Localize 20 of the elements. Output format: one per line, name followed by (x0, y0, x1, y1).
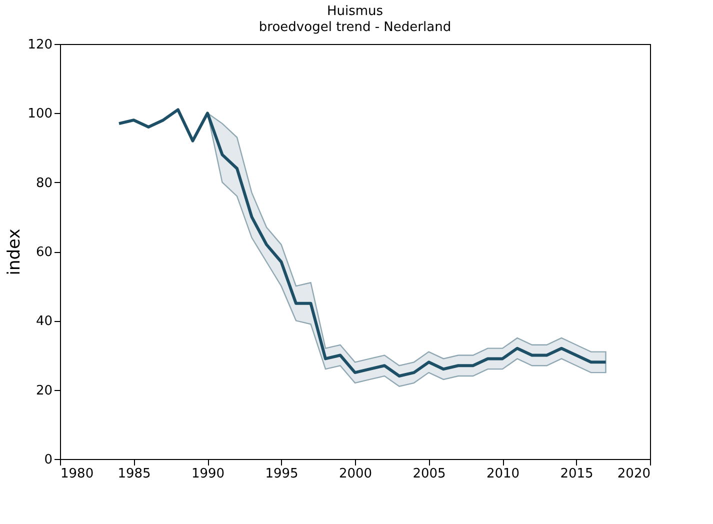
x-tick-label: 2000 (338, 466, 372, 482)
x-tick-label: 2020 (617, 466, 650, 482)
x-tick-label: 1980 (60, 466, 94, 482)
y-tick-label: 80 (36, 176, 52, 191)
line-series (118, 108, 608, 378)
x-tick-label: 2005 (412, 466, 446, 482)
x-tick-label: 1995 (265, 466, 298, 482)
chart-subtitle: broedvogel trend - Nederland (258, 20, 452, 35)
y-tick-label: 40 (36, 314, 52, 330)
x-tick-label: 1985 (118, 466, 151, 482)
y-tick-label: 100 (28, 106, 52, 122)
y-tick-label: 120 (28, 38, 52, 52)
y-tick-label: 0 (44, 452, 52, 468)
y-axis-title: index (4, 228, 25, 276)
y-tick-label: 60 (36, 245, 52, 260)
x-tick-label: 2010 (486, 466, 520, 482)
x-tick-label: 1990 (191, 466, 225, 482)
y-tick-label: 20 (36, 383, 52, 398)
x-tick-label: 2015 (560, 466, 594, 482)
chart-title: Huismus (326, 4, 384, 19)
